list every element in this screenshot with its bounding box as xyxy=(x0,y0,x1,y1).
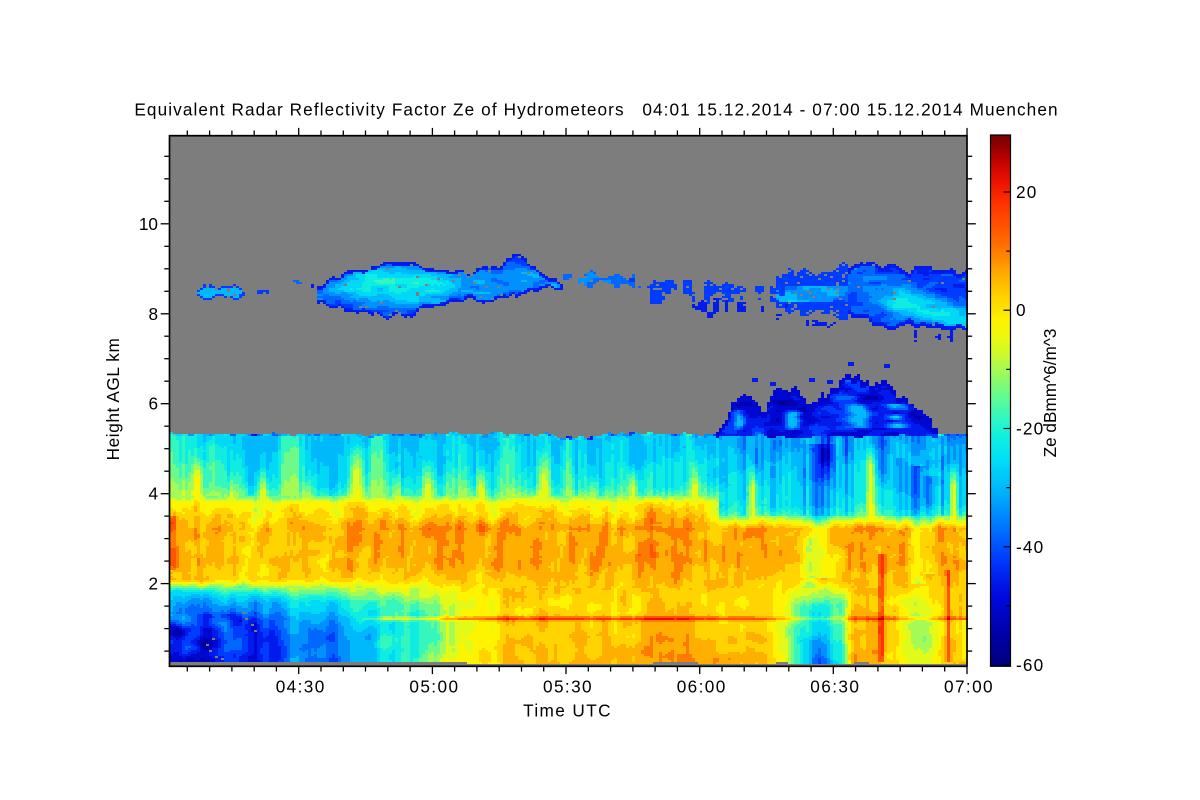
svg-text:10: 10 xyxy=(139,214,158,234)
svg-text:4: 4 xyxy=(148,484,158,504)
svg-text:-20: -20 xyxy=(1016,419,1044,439)
svg-text:20: 20 xyxy=(1016,182,1038,202)
svg-text:Time UTC: Time UTC xyxy=(523,701,612,721)
svg-text:Ze dBmm^6/m^3: Ze dBmm^6/m^3 xyxy=(1040,329,1060,458)
svg-text:07:00: 07:00 xyxy=(944,677,994,697)
svg-text:6: 6 xyxy=(148,394,158,414)
svg-text:-40: -40 xyxy=(1016,537,1044,557)
svg-text:06:30: 06:30 xyxy=(810,677,860,697)
svg-text:0: 0 xyxy=(1016,300,1027,320)
svg-text:-60: -60 xyxy=(1016,655,1044,675)
svg-text:Equivalent Radar Reflectivity: Equivalent Radar Reflectivity Factor Ze … xyxy=(134,100,1058,120)
svg-text:05:00: 05:00 xyxy=(409,677,459,697)
svg-text:8: 8 xyxy=(148,304,158,324)
svg-text:06:00: 06:00 xyxy=(677,677,727,697)
svg-text:04:30: 04:30 xyxy=(276,677,326,697)
svg-text:05:30: 05:30 xyxy=(543,677,593,697)
svg-text:Height AGL km: Height AGL km xyxy=(103,338,123,461)
svg-text:2: 2 xyxy=(148,574,158,594)
